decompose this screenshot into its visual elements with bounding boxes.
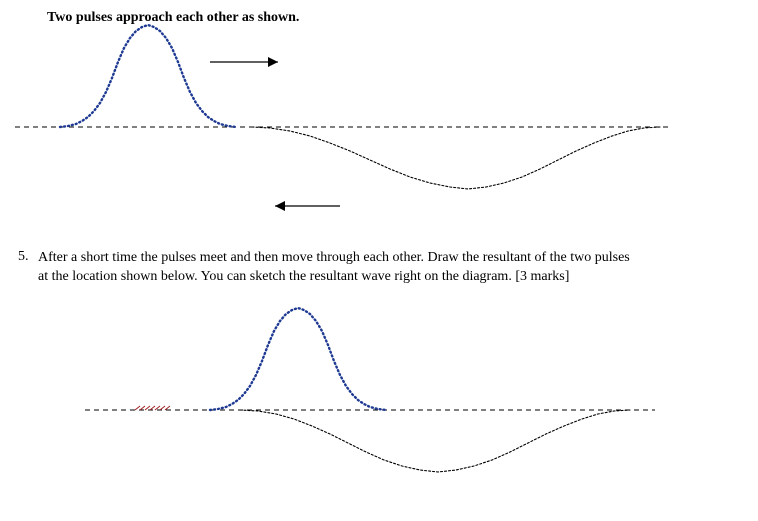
diagram-top (10, 20, 730, 230)
question-line-2: at the location shown below. You can ske… (38, 269, 569, 284)
question-number: 5. (18, 249, 29, 265)
question-line-1: After a short time the pulses meet and t… (38, 250, 630, 265)
diagram-bottom (80, 290, 700, 510)
question-text: After a short time the pulses meet and t… (38, 249, 738, 287)
